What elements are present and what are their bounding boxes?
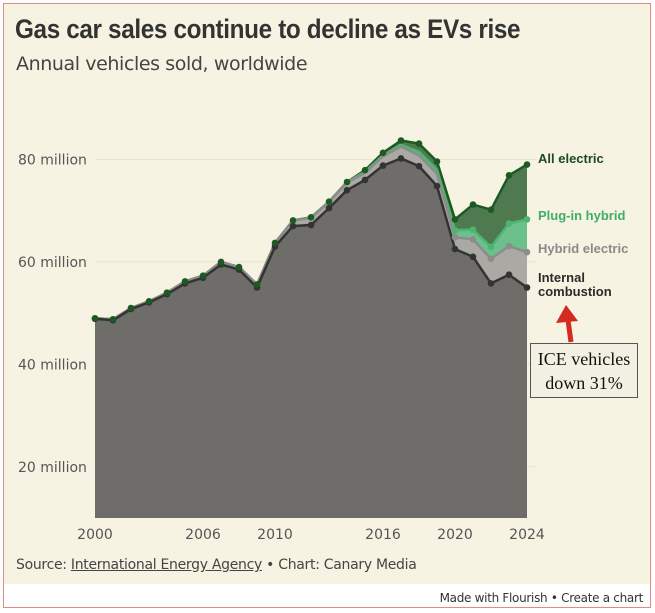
point-hybrid-electric (505, 242, 513, 250)
chart-subtitle: Annual vehicles sold, worldwide (16, 53, 308, 75)
x-tick-label: 2020 (437, 527, 473, 543)
point-all-electric (523, 161, 531, 168)
point-plug-in-hybrid (451, 226, 459, 234)
footer-bar (4, 584, 650, 607)
point-all-electric (487, 206, 495, 213)
annotation-box: ICE vehicles down 31% (530, 343, 638, 398)
label-hybrid-electric: Hybrid electric (538, 241, 628, 256)
label-internal-combustion-line1: Internal (538, 270, 585, 285)
label-all-electric: All electric (538, 151, 604, 166)
point-internal-combustion (397, 155, 405, 162)
annotation-line1: ICE vehicles (537, 349, 631, 369)
source-link[interactable]: International Energy Agency (70, 557, 262, 573)
point-all-electric (451, 216, 459, 223)
point-plug-in-hybrid (469, 226, 477, 233)
y-tick-label: 20 million (18, 460, 87, 476)
point-all-electric (361, 166, 369, 174)
x-tick-label: 2010 (257, 527, 293, 543)
point-plug-in-hybrid (487, 243, 495, 251)
x-tick-label: 2016 (365, 527, 401, 543)
point-all-electric (217, 258, 225, 266)
point-all-electric (253, 281, 261, 288)
point-hybrid-electric (469, 236, 477, 243)
x-tick-label: 2006 (185, 527, 221, 543)
point-internal-combustion (469, 253, 477, 261)
point-hybrid-electric (487, 255, 495, 263)
point-plug-in-hybrid (505, 220, 513, 227)
point-all-electric (397, 137, 405, 144)
made-with-flourish-link[interactable]: Made with Flourish • Create a chart (439, 591, 644, 605)
point-internal-combustion (505, 271, 513, 279)
point-all-electric (325, 198, 333, 206)
point-all-electric (235, 263, 243, 271)
point-internal-combustion (307, 221, 315, 229)
arrow-head (556, 305, 578, 323)
point-all-electric (343, 178, 351, 186)
point-internal-combustion (487, 280, 495, 287)
point-all-electric (415, 140, 423, 147)
point-internal-combustion (343, 186, 351, 194)
point-all-electric (91, 314, 99, 322)
point-plug-in-hybrid (523, 216, 531, 223)
point-all-electric (379, 149, 387, 157)
point-all-electric (433, 158, 441, 165)
x-tick-label: 2000 (77, 527, 113, 543)
point-hybrid-electric (451, 234, 459, 241)
y-tick-label: 80 million (18, 152, 87, 168)
point-all-electric (505, 172, 513, 179)
x-tick-label: 2024 (509, 527, 545, 543)
point-internal-combustion (325, 204, 333, 212)
point-all-electric (145, 298, 153, 305)
y-tick-label: 40 million (18, 357, 87, 373)
label-plug-in-hybrid: Plug-in hybrid (538, 208, 625, 223)
point-internal-combustion (433, 182, 441, 190)
point-hybrid-electric (523, 248, 531, 256)
source-line: Source: International Energy Agency • Ch… (16, 557, 417, 573)
source-prefix: Source: (16, 557, 71, 573)
arrow-shaft (565, 319, 574, 343)
annotation-arrow (556, 305, 578, 343)
point-all-electric (181, 278, 189, 285)
point-all-electric (307, 214, 315, 221)
source-suffix: • Chart: Canary Media (261, 557, 417, 573)
point-internal-combustion (523, 284, 531, 291)
point-internal-combustion (379, 162, 387, 169)
annotation-line2: down 31% (545, 373, 623, 393)
point-all-electric (199, 272, 207, 280)
point-all-electric (271, 239, 279, 247)
point-internal-combustion (289, 222, 297, 230)
point-internal-combustion (451, 245, 459, 253)
point-all-electric (289, 217, 297, 224)
label-internal-combustion-line2: combustion (538, 284, 612, 299)
point-all-electric (127, 304, 135, 312)
y-tick-label: 60 million (18, 255, 87, 271)
point-all-electric (163, 289, 171, 296)
point-all-electric (469, 201, 477, 208)
point-internal-combustion (361, 176, 369, 184)
area-internal-combustion (95, 158, 527, 518)
point-all-electric (109, 315, 117, 323)
point-internal-combustion (415, 162, 423, 170)
chart-title: Gas car sales continue to decline as EVs… (15, 14, 521, 44)
